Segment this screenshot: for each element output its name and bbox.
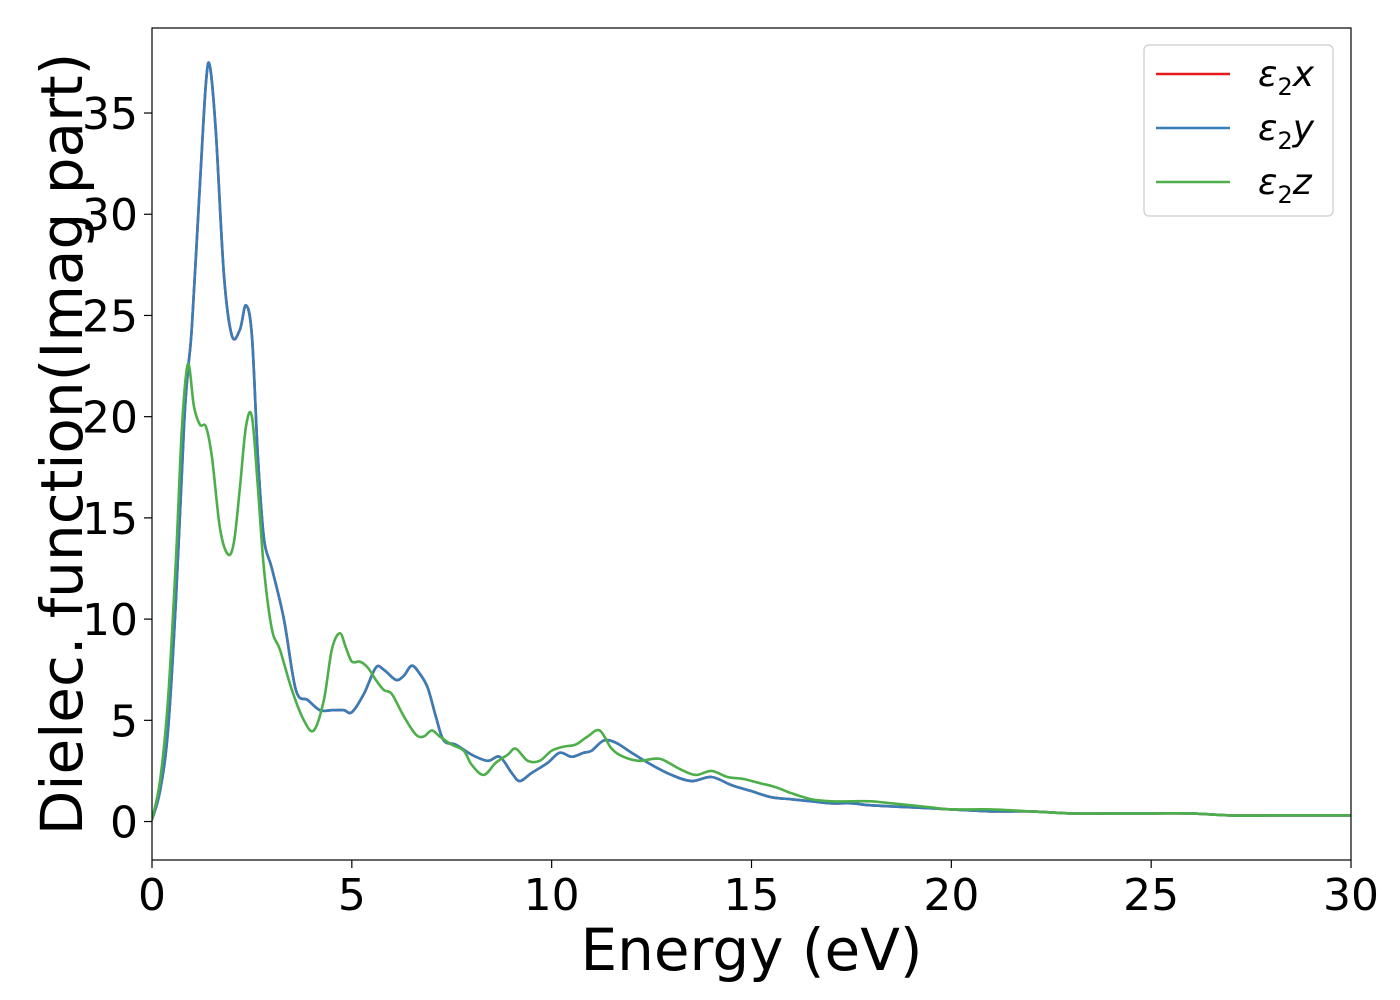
x-tick-label: 0: [138, 870, 166, 921]
legend-label-1: ε2x: [1258, 54, 1315, 101]
legend-label-3: ε2z: [1258, 162, 1313, 209]
x-tick-label: 30: [1323, 870, 1379, 921]
y-tick-label: 0: [110, 798, 138, 849]
x-axis-title: Energy (eV): [580, 916, 922, 984]
series-line-3: [152, 362, 1351, 821]
legend-label-2: ε2y: [1258, 108, 1315, 155]
x-tick-label: 10: [524, 870, 580, 921]
y-axis-title: Dielec. function(Imag part): [28, 53, 96, 836]
y-tick-label: 20: [82, 393, 138, 444]
x-tick-label: 20: [923, 870, 979, 921]
y-axis: 0 5 10 15 20 25 30 35: [82, 89, 152, 849]
legend-box: [1143, 44, 1334, 217]
series-layer: [152, 61, 1351, 821]
x-tick-label: 15: [724, 870, 780, 921]
y-tick-label: 35: [82, 89, 138, 140]
x-tick-label: 25: [1123, 870, 1179, 921]
y-tick-label: 25: [82, 291, 138, 342]
y-tick-label: 10: [82, 595, 138, 646]
legend: ε2x ε2y ε2z: [1143, 44, 1334, 217]
y-tick-label: 5: [110, 696, 138, 747]
y-tick-label: 30: [82, 190, 138, 241]
x-axis: 0 5 10 15 20 25 30: [138, 860, 1379, 921]
y-tick-label: 15: [82, 494, 138, 545]
x-tick-label: 5: [338, 870, 366, 921]
